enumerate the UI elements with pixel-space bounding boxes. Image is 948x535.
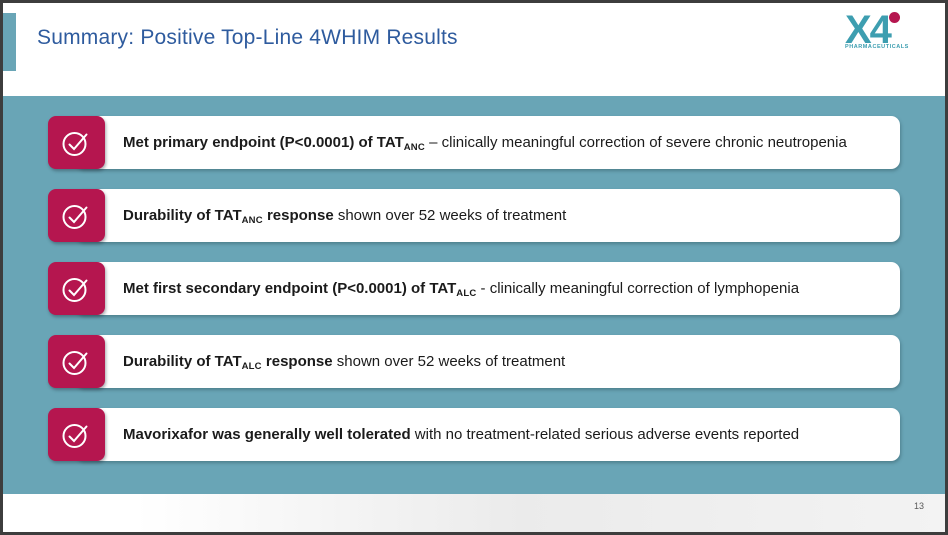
checklist-row: Durability of TATALC response shown over… bbox=[3, 335, 945, 388]
logo-text: X4 bbox=[845, 8, 892, 52]
row-text-segment: Durability of TAT bbox=[123, 206, 242, 224]
row-text-segment: Met first secondary endpoint (P<0.0001) … bbox=[123, 279, 457, 297]
checklist-card: Met first secondary endpoint (P<0.0001) … bbox=[75, 262, 900, 315]
row-text: Durability of TATANC response shown over… bbox=[123, 206, 567, 226]
row-text: Met first secondary endpoint (P<0.0001) … bbox=[123, 279, 800, 299]
row-text-segment: shown over 52 weeks of treatment bbox=[332, 352, 566, 370]
check-icon-box bbox=[48, 335, 105, 388]
company-logo: X4 PHARMACEUTICALS bbox=[845, 9, 931, 51]
row-text-segment: ANC bbox=[403, 141, 425, 153]
check-circle-icon bbox=[62, 204, 87, 229]
row-text-segment: – clinically meaningful correction of se… bbox=[424, 133, 847, 151]
row-text: Met primary endpoint (P<0.0001) of TATAN… bbox=[123, 133, 847, 153]
row-text: Durability of TATALC response shown over… bbox=[123, 352, 566, 372]
row-text: Mavorixafor was generally well tolerated… bbox=[123, 426, 799, 443]
row-text-segment: ALC bbox=[241, 360, 262, 372]
checklist-card: Durability of TATALC response shown over… bbox=[75, 335, 900, 388]
checklist-card: Mavorixafor was generally well tolerated… bbox=[75, 408, 900, 461]
checklist-card: Durability of TATANC response shown over… bbox=[75, 189, 900, 242]
checklist: Met primary endpoint (P<0.0001) of TATAN… bbox=[3, 3, 945, 532]
row-text-segment: ANC bbox=[241, 214, 263, 226]
row-text-segment: response bbox=[261, 352, 333, 370]
row-text-segment: Mavorixafor was generally well tolerated bbox=[123, 425, 411, 443]
slide-footer: 13 bbox=[3, 494, 945, 532]
check-icon-box bbox=[48, 408, 105, 461]
checklist-card: Met primary endpoint (P<0.0001) of TATAN… bbox=[75, 116, 900, 169]
x4-logo-icon: X4 bbox=[845, 9, 900, 51]
check-circle-icon bbox=[62, 423, 87, 448]
row-text-segment: ALC bbox=[456, 287, 477, 299]
check-circle-icon bbox=[62, 350, 87, 375]
row-text-segment: Durability of TAT bbox=[123, 352, 242, 370]
logo-subtext: PHARMACEUTICALS bbox=[845, 44, 909, 50]
check-icon-box bbox=[48, 116, 105, 169]
check-circle-icon bbox=[62, 277, 87, 302]
check-icon-box bbox=[48, 262, 105, 315]
row-text-segment: - clinically meaningful correction of ly… bbox=[476, 279, 800, 297]
checklist-row: Met first secondary endpoint (P<0.0001) … bbox=[3, 262, 945, 315]
row-text-segment: Met primary endpoint (P<0.0001) of TAT bbox=[123, 133, 404, 151]
row-text-segment: response bbox=[262, 206, 334, 224]
checklist-row: Mavorixafor was generally well tolerated… bbox=[3, 408, 945, 461]
check-icon-box bbox=[48, 189, 105, 242]
check-circle-icon bbox=[62, 131, 87, 156]
checklist-row: Durability of TATANC response shown over… bbox=[3, 189, 945, 242]
page-number: 13 bbox=[913, 501, 924, 511]
crimson-dot-icon bbox=[888, 12, 900, 23]
row-text-segment: with no treatment-related serious advers… bbox=[410, 425, 800, 443]
title-accent-bar bbox=[3, 13, 16, 71]
slide-title: Summary: Positive Top-Line 4WHIM Results bbox=[37, 26, 458, 49]
checklist-row: Met primary endpoint (P<0.0001) of TATAN… bbox=[3, 116, 945, 169]
slide-header: Summary: Positive Top-Line 4WHIM Results… bbox=[3, 3, 945, 96]
row-text-segment: shown over 52 weeks of treatment bbox=[333, 206, 567, 224]
